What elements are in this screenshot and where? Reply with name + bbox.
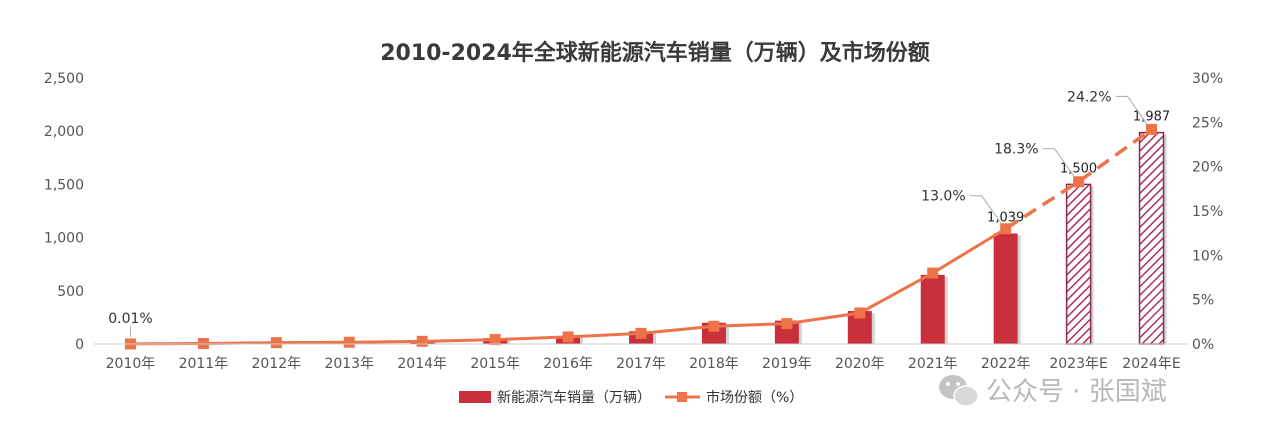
x-tick-label: 2020年 xyxy=(835,356,885,372)
share-point xyxy=(270,337,282,349)
share-point xyxy=(1000,223,1012,235)
y-left-tick-label: 1,000 xyxy=(44,231,84,247)
x-tick-label: 2011年 xyxy=(179,356,229,372)
y-left-tick-label: 2,500 xyxy=(44,71,84,87)
x-tick-label: 2018年 xyxy=(689,356,739,372)
legend-label-sales: 新能源汽车销量（万辆） xyxy=(497,389,651,406)
watermark-text: 公众号 · 张国斌 xyxy=(986,377,1167,407)
share-point xyxy=(1073,176,1085,188)
share-value-label: 0.01% xyxy=(108,311,152,327)
share-value-label: 24.2% xyxy=(1067,89,1111,105)
share-leader-line xyxy=(969,195,1002,224)
share-point xyxy=(854,307,866,319)
x-tick-label: 2022年 xyxy=(981,356,1031,372)
bar xyxy=(993,233,1018,344)
x-tick-label: 2019年 xyxy=(762,356,812,372)
chart-title: 2010-2024年全球新能源汽车销量（万辆）及市场份额 xyxy=(380,40,930,66)
legend-label-share: 市场份额（%） xyxy=(706,389,803,406)
share-point xyxy=(781,318,793,330)
legend: 新能源汽车销量（万辆） 市场份额（%） xyxy=(459,389,803,406)
x-tick-label: 2017年 xyxy=(616,356,666,372)
y-left-tick-label: 2,000 xyxy=(44,124,84,140)
y-right-tick-label: 25% xyxy=(1192,115,1223,131)
y-right-tick-label: 30% xyxy=(1192,71,1223,87)
x-tick-label: 2016年 xyxy=(543,356,593,372)
bar-value-label: 1,039 xyxy=(987,210,1024,225)
x-tick-label: 2014年 xyxy=(397,356,447,372)
y-right-tick-label: 0% xyxy=(1192,337,1214,353)
x-tick-label: 2024年E xyxy=(1122,356,1180,372)
y-right-tick-label: 10% xyxy=(1192,248,1223,264)
wechat-icon xyxy=(939,375,979,407)
x-tick-label: 2015年 xyxy=(470,356,520,372)
y-right-tick-label: 5% xyxy=(1192,293,1214,309)
bar xyxy=(920,274,945,344)
x-tick-label: 2012年 xyxy=(252,356,302,372)
x-tick-label: 2021年 xyxy=(908,356,958,372)
y-left-tick-label: 500 xyxy=(57,284,84,300)
share-leader-line xyxy=(1042,148,1075,177)
y-right-tick-label: 20% xyxy=(1192,160,1223,176)
bar-value-label: 1,987 xyxy=(1133,110,1170,125)
share-point xyxy=(416,335,428,347)
y-right-tick-label: 15% xyxy=(1192,204,1223,220)
bar xyxy=(774,320,799,344)
share-line-forecast xyxy=(1004,128,1153,231)
x-tick-label: 2023年E xyxy=(1049,356,1107,372)
x-tick-label: 2010年 xyxy=(106,356,156,372)
labels-layer: 1,039 1,500 1,987 0.01% 13.0% 18.3% 24.2% xyxy=(108,89,1170,337)
share-point xyxy=(1146,123,1158,135)
bar-estimated xyxy=(1065,183,1092,345)
legend-swatch-share-marker xyxy=(677,392,687,402)
share-point xyxy=(489,334,501,346)
bar-value-label: 1,500 xyxy=(1060,161,1097,176)
share-point xyxy=(562,331,574,343)
share-leader-line xyxy=(1115,95,1147,124)
share-value-label: 18.3% xyxy=(994,142,1038,158)
share-point xyxy=(927,267,939,279)
share-point xyxy=(708,320,720,332)
x-tick-label: 2013年 xyxy=(324,356,374,372)
share-point xyxy=(343,336,355,348)
share-value-label: 13.0% xyxy=(921,189,965,205)
y-left-tick-label: 0 xyxy=(75,337,84,353)
legend-swatch-sales xyxy=(459,391,491,403)
bar-layer xyxy=(118,131,1167,345)
axes-layer: 0 500 1,000 1,500 2,000 2,500 0% 5% 10% 15% 20% 25%… xyxy=(44,71,1223,372)
bar-estimated xyxy=(1138,131,1165,345)
share-point xyxy=(635,327,647,339)
y-left-tick-label: 1,500 xyxy=(44,177,84,193)
watermark: 公众号 · 张国斌 xyxy=(939,375,1167,407)
